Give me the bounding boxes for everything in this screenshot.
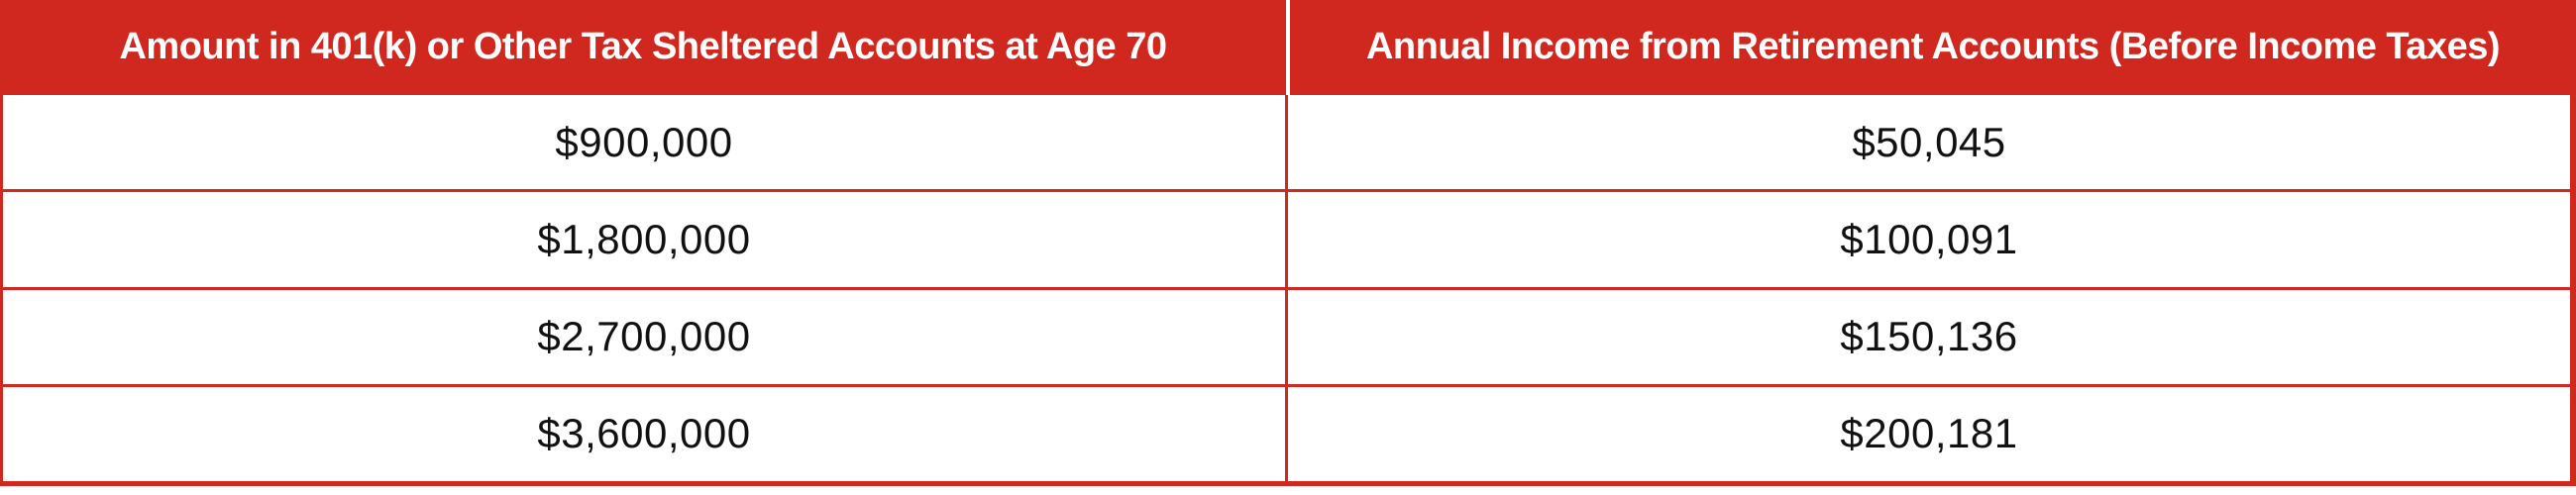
column-header-401k-amount: Amount in 401(k) or Other Tax Sheltered … — [0, 0, 1290, 95]
table-header-row: Amount in 401(k) or Other Tax Sheltered … — [0, 0, 2576, 95]
cell-annual-income: $150,136 — [1288, 289, 2570, 384]
cell-401k-amount: $2,700,000 — [3, 289, 1288, 384]
table-row: $2,700,000 $150,136 — [3, 286, 2570, 384]
column-header-annual-income: Annual Income from Retirement Accounts (… — [1365, 26, 2501, 68]
cell-401k-amount: $900,000 — [3, 95, 1288, 190]
cell-401k-amount: $3,600,000 — [3, 386, 1288, 481]
table-row: $1,800,000 $100,091 — [3, 189, 2570, 287]
cell-401k-amount: $1,800,000 — [3, 192, 1288, 287]
cell-annual-income: $200,181 — [1288, 386, 2570, 481]
table-row: $900,000 $50,045 — [3, 95, 2570, 190]
table-row: $3,600,000 $200,181 — [3, 383, 2570, 481]
cell-annual-income: $50,045 — [1288, 95, 2570, 190]
cell-annual-income: $100,091 — [1288, 192, 2570, 287]
